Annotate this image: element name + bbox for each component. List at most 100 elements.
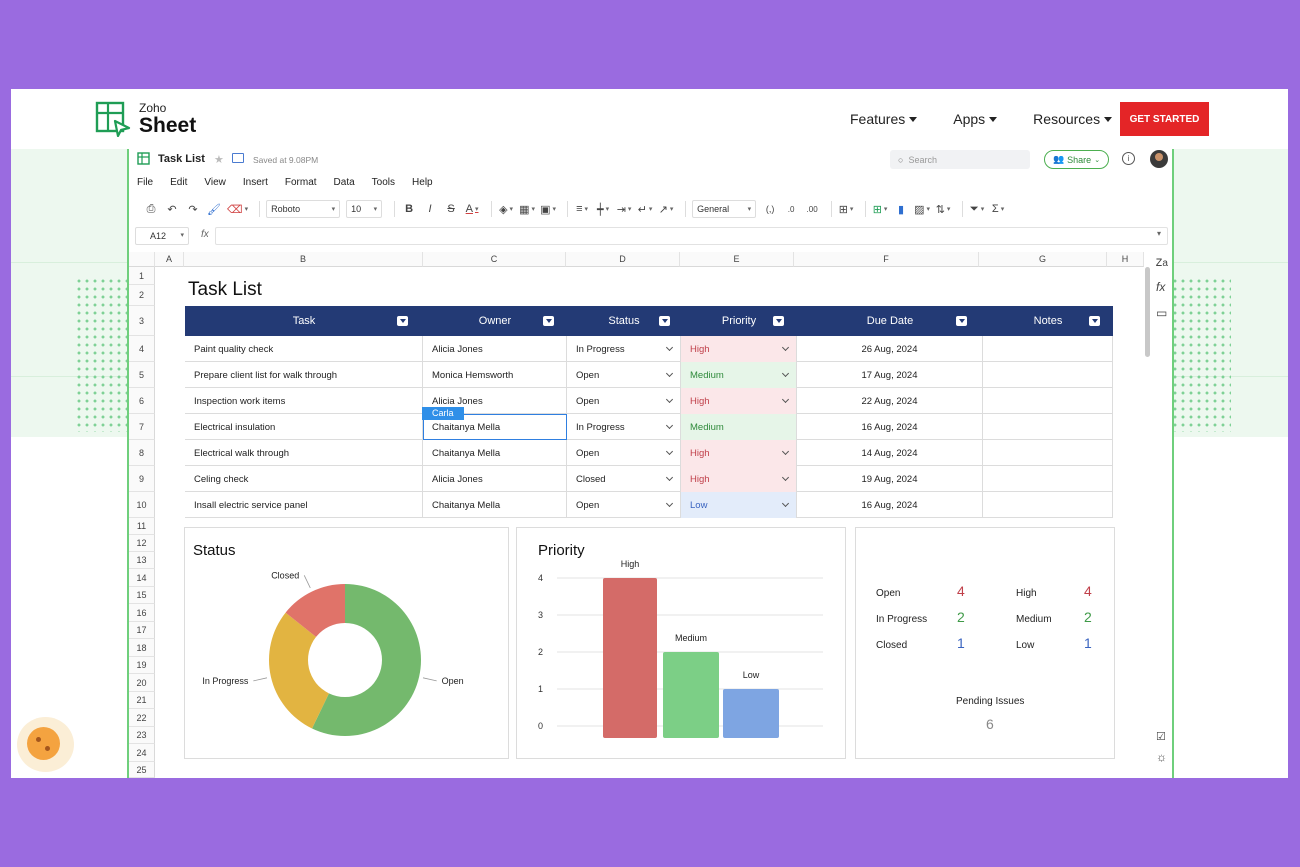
nav-resources[interactable]: Resources (1033, 111, 1113, 127)
cell-task[interactable]: Insall electric service panel (185, 492, 423, 518)
cell-due-date[interactable]: 16 Aug, 2024 (797, 492, 983, 518)
cell-notes[interactable] (983, 440, 1113, 466)
align-left-icon[interactable]: ≡ ▾ (576, 203, 589, 215)
row-header[interactable]: 11 (129, 518, 155, 535)
redo-icon[interactable]: ↷ (188, 203, 198, 216)
cell-notes[interactable] (983, 336, 1113, 362)
menu-data[interactable]: Data (333, 177, 355, 188)
increase-decimal-icon[interactable]: .0 (787, 204, 795, 214)
text-rotation-icon[interactable]: ↗ ▾ (658, 203, 674, 216)
row-header[interactable]: 20 (129, 674, 155, 692)
formula-input[interactable]: ▾ (215, 227, 1168, 245)
doc-title[interactable]: Task List (158, 153, 205, 165)
cell-owner[interactable]: Chaitanya Mella (423, 440, 567, 466)
cell-due-date[interactable]: 17 Aug, 2024 (797, 362, 983, 388)
cell-owner[interactable]: Alicia Jones (423, 388, 567, 414)
status-dropdown[interactable]: Open (567, 362, 681, 388)
col-header-a[interactable]: A (155, 252, 184, 267)
cell-owner[interactable]: Alicia Jones (423, 336, 567, 362)
cell-notes[interactable] (983, 466, 1113, 492)
row-header[interactable]: 24 (129, 744, 155, 762)
row-header[interactable]: 19 (129, 657, 155, 674)
nav-features[interactable]: Features (850, 111, 918, 127)
sort-icon[interactable]: ⇅ ▾ (935, 203, 951, 216)
priority-dropdown[interactable]: High (681, 388, 797, 414)
filter-dropdown-icon[interactable] (773, 316, 784, 326)
bar-high[interactable] (603, 578, 657, 738)
cell-task[interactable]: Electrical insulation (185, 414, 423, 440)
bar-low[interactable] (723, 689, 779, 738)
table-icon[interactable]: ⊞ ▾ (838, 203, 854, 216)
row-header[interactable]: 18 (129, 639, 155, 657)
row-header[interactable]: 10 (129, 492, 155, 518)
fill-color-icon[interactable]: ◈ ▾ (499, 203, 514, 216)
folder-icon[interactable] (232, 153, 244, 163)
donut-slice-closed[interactable] (285, 584, 345, 637)
select-all-corner[interactable] (129, 252, 155, 267)
cookie-consent-button[interactable] (17, 717, 74, 772)
eraser-icon[interactable]: ⌫ ▾ (227, 203, 249, 216)
filter-icon[interactable]: ⏷ ▾ (969, 202, 985, 215)
filter-dropdown-icon[interactable] (397, 316, 408, 326)
priority-dropdown[interactable]: Low (681, 492, 797, 518)
priority-dropdown[interactable]: High (681, 336, 797, 362)
cell-notes[interactable] (983, 492, 1113, 518)
header-owner[interactable]: Owner (423, 306, 567, 336)
menu-format[interactable]: Format (284, 177, 317, 188)
header-status[interactable]: Status (567, 306, 681, 336)
priority-dropdown[interactable]: High (681, 466, 797, 492)
row-header[interactable]: 1 (129, 267, 155, 285)
status-dropdown[interactable]: Open (567, 440, 681, 466)
row-header[interactable]: 8 (129, 440, 155, 466)
translate-icon[interactable]: Ꮓа (1156, 258, 1168, 269)
row-header[interactable]: 14 (129, 569, 155, 587)
row-header[interactable]: 13 (129, 552, 155, 569)
info-icon[interactable]: i (1122, 152, 1135, 165)
header-task[interactable]: Task (185, 306, 423, 336)
merge-cells-icon[interactable]: ▣ ▾ (540, 203, 557, 216)
cell-task[interactable]: Paint quality check (185, 336, 423, 362)
col-header-c[interactable]: C (423, 252, 566, 267)
row-header[interactable]: 9 (129, 466, 155, 492)
strikethrough-icon[interactable]: S (447, 203, 455, 215)
insert-table-icon[interactable]: ⊞ ▾ (872, 203, 888, 216)
status-dropdown[interactable]: Closed (567, 466, 681, 492)
row-header[interactable]: 6 (129, 388, 155, 414)
status-dropdown[interactable]: In Progress (567, 414, 681, 440)
italic-icon[interactable]: I (428, 203, 432, 215)
priority-dropdown[interactable]: Medium (681, 362, 797, 388)
avatar[interactable] (1150, 150, 1168, 168)
cell-notes[interactable] (983, 414, 1113, 440)
bar-medium[interactable] (663, 652, 719, 738)
filter-dropdown-icon[interactable] (543, 316, 554, 326)
comment-icon[interactable]: ▭ (1156, 306, 1168, 320)
decrease-decimal-icon[interactable]: .00 (806, 204, 818, 214)
undo-icon[interactable]: ↶ (167, 203, 177, 216)
cell-owner[interactable]: Alicia Jones (423, 466, 567, 492)
comma-style-icon[interactable]: (,) (765, 204, 775, 214)
filter-dropdown-icon[interactable] (956, 316, 967, 326)
filter-dropdown-icon[interactable] (1089, 316, 1100, 326)
priority-dropdown[interactable]: High (681, 440, 797, 466)
cell-owner[interactable]: Chaitanya Mella (423, 492, 567, 518)
donut-slice-open[interactable] (312, 584, 421, 736)
print-icon[interactable]: ⎙ (146, 202, 156, 215)
menu-file[interactable]: File (137, 177, 154, 188)
cell-task[interactable]: Prepare client list for walk through (185, 362, 423, 388)
row-header[interactable]: 2 (129, 285, 155, 306)
row-header[interactable]: 4 (129, 336, 155, 362)
row-header[interactable]: 5 (129, 362, 155, 388)
share-button[interactable]: 👥 Share ⌄ (1044, 150, 1109, 169)
col-header-b[interactable]: B (184, 252, 423, 267)
cell-task[interactable]: Electrical walk through (185, 440, 423, 466)
row-header[interactable]: 12 (129, 535, 155, 552)
summary-panel[interactable]: Open 4 In Progress 2 Closed 1 High 4 Med… (855, 527, 1115, 759)
number-format-select[interactable]: General ▾ (692, 200, 757, 218)
row-header[interactable]: 15 (129, 587, 155, 604)
paint-format-icon[interactable]: 🖌 (207, 203, 221, 216)
cell-notes[interactable] (983, 362, 1113, 388)
row-header[interactable]: 16 (129, 604, 155, 622)
cell-owner-selected[interactable]: Chaitanya Mella (423, 414, 567, 440)
checklist-icon[interactable]: ☑ (1156, 731, 1166, 743)
vertical-scrollbar[interactable] (1145, 267, 1150, 357)
